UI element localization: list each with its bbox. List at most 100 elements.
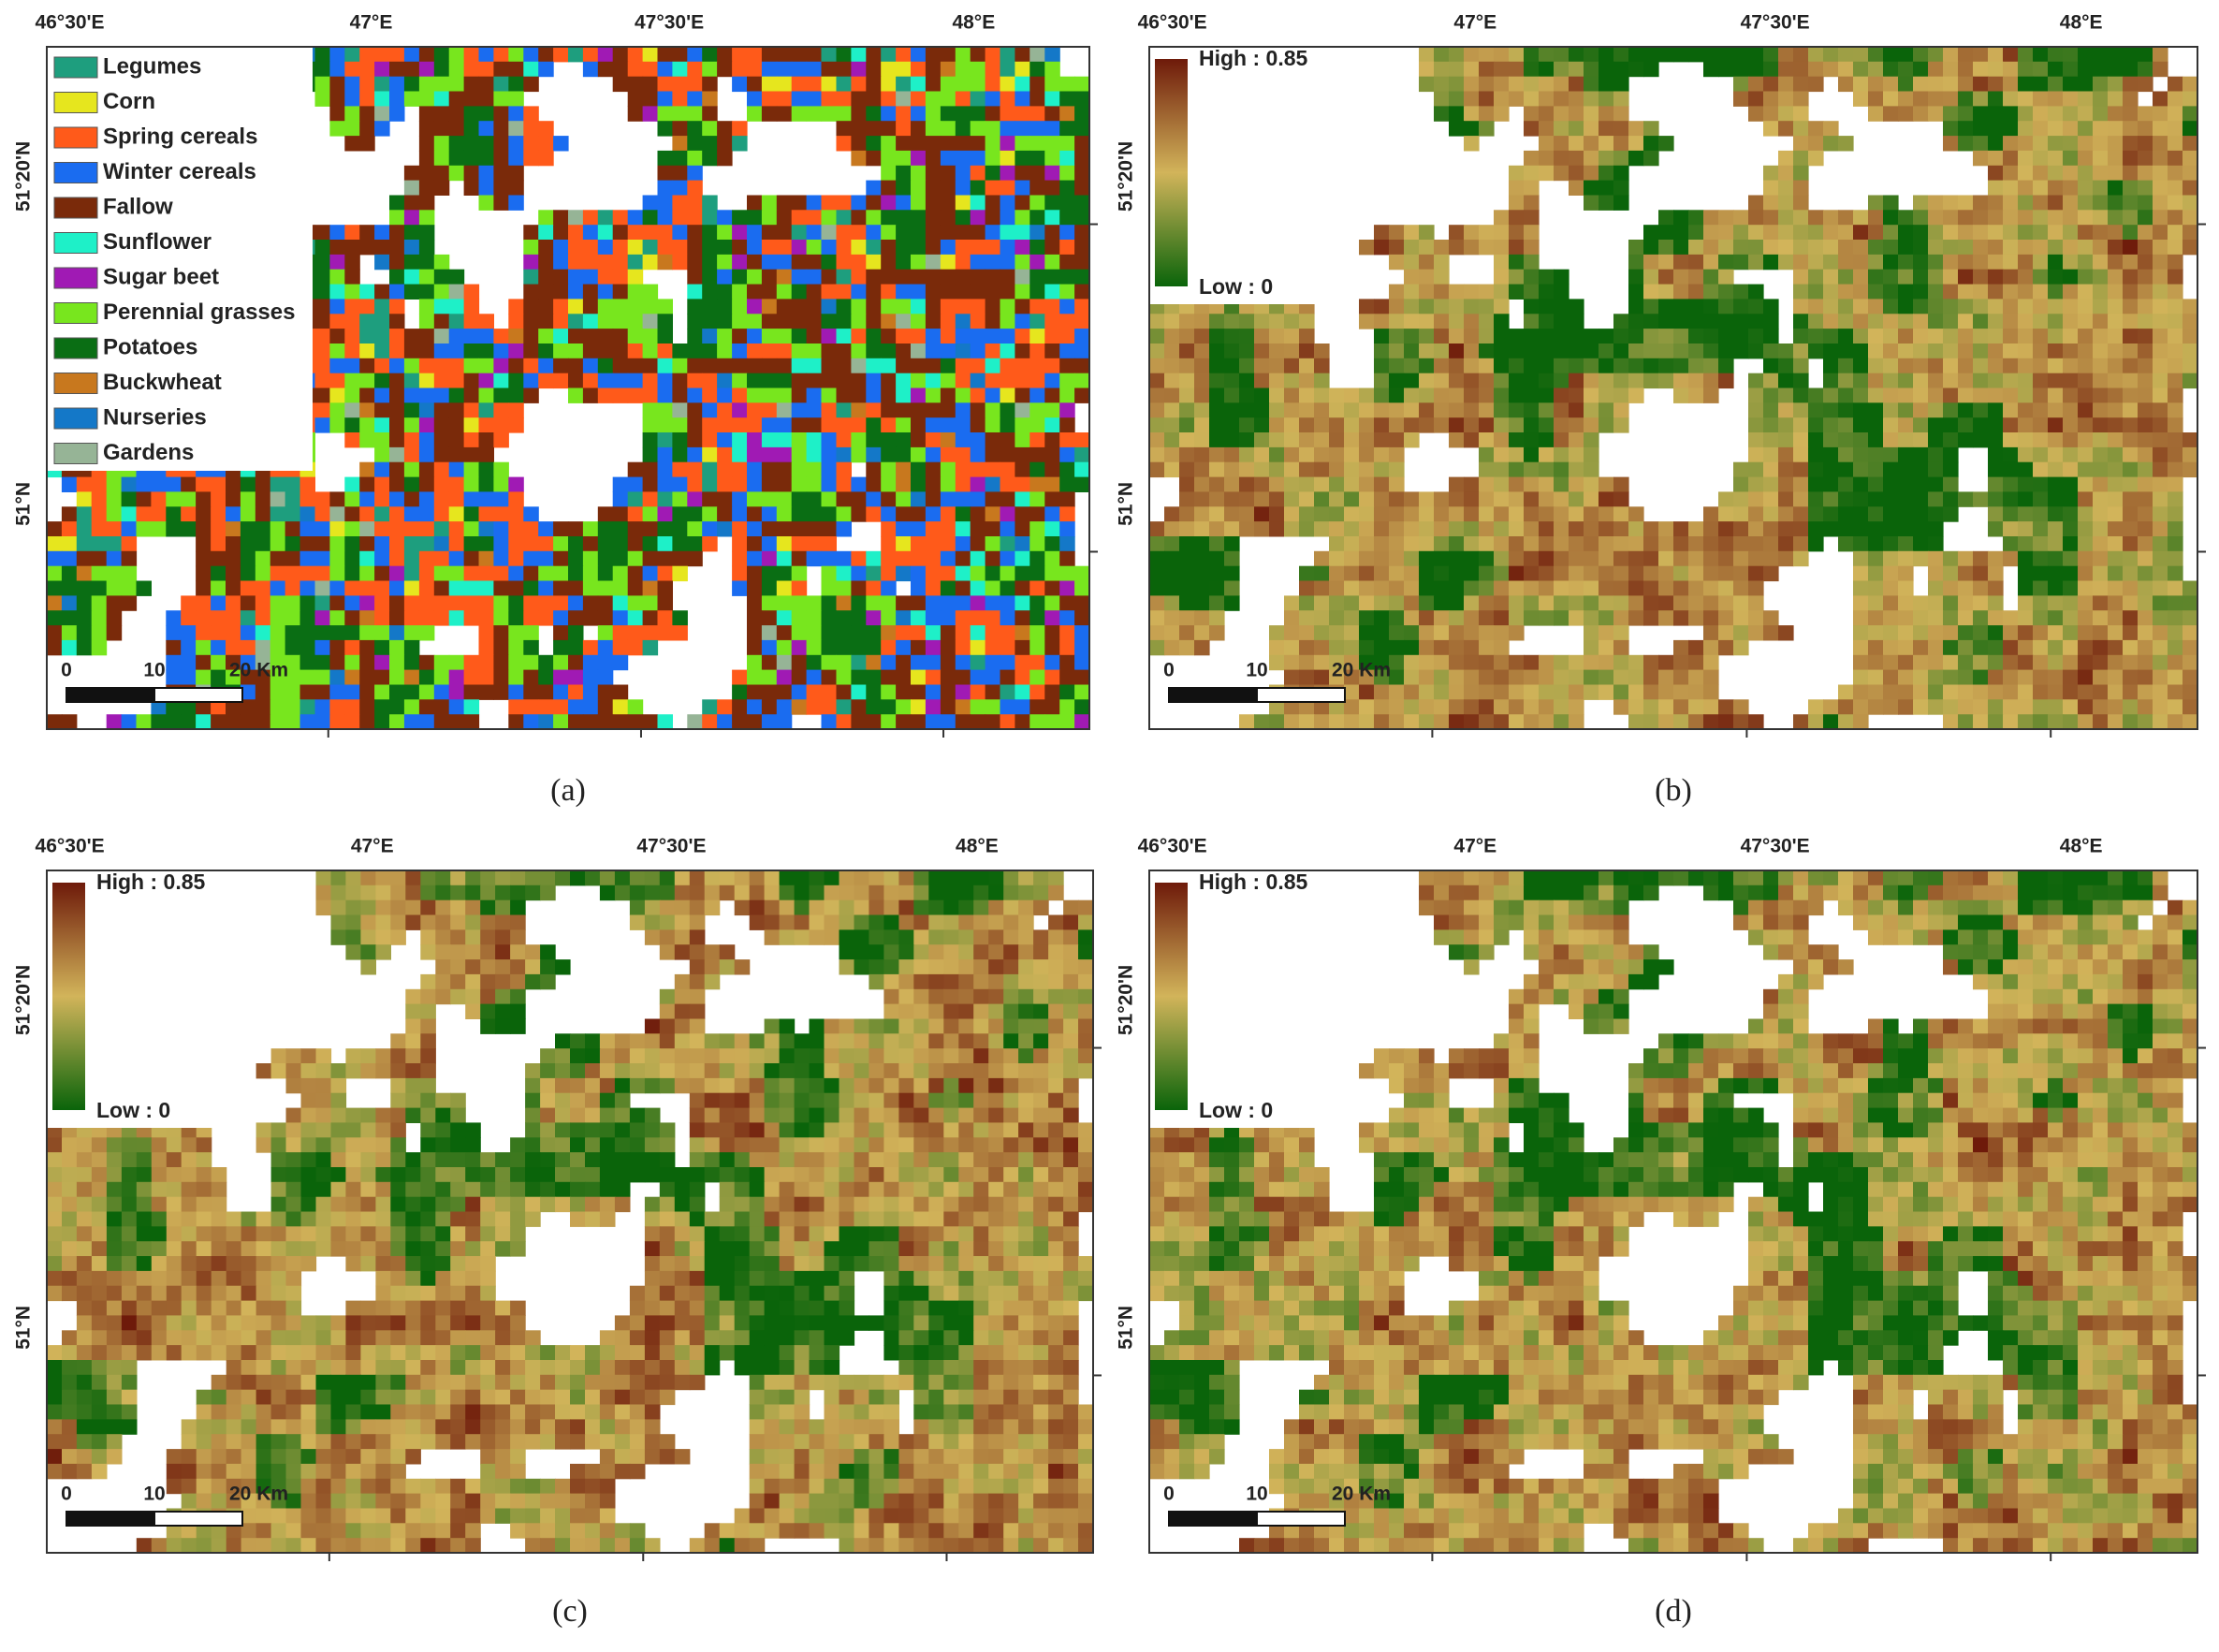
map-cell [1284,670,1300,685]
map-cell [881,521,897,536]
map-cell [1703,655,1719,670]
map-cell [389,670,405,685]
map-cell [1509,47,1525,62]
map-cell [181,625,197,640]
map-cell [493,329,509,344]
map-cell [672,566,688,581]
map-cell [2048,506,2064,521]
map-cell [1569,344,1584,358]
map-cell [1464,314,1480,329]
map-cell [1000,432,1016,447]
map-cell [2108,225,2124,240]
map-cell [881,670,897,685]
map-cell [717,699,733,714]
map-cell [553,521,569,536]
map-cell [792,417,808,432]
map-cell [2063,181,2079,196]
map-cell [1763,462,1779,477]
map-cell [866,670,882,685]
map-cell [1718,47,1734,62]
map-cell [1958,106,1974,121]
map-cell [1599,92,1614,107]
map-cell [1299,462,1315,477]
map-cell [464,566,479,581]
map-cell [1015,358,1030,373]
map-cell [1419,358,1435,373]
map-cell [732,373,748,388]
map-cell [1584,655,1599,670]
map-cell [553,595,569,610]
map-cell [1853,491,1869,506]
map-cell [1868,640,1884,655]
map-cell [1329,447,1345,462]
map-cell [777,373,793,388]
map-cell [137,521,153,536]
map-cell [1479,625,1495,640]
map-cell [1988,640,2004,655]
map-cell [1898,344,1914,358]
map-cell [956,402,971,417]
map-cell [822,77,838,92]
map-cell [404,402,420,417]
map-cell [1464,625,1480,640]
map-cell [2153,402,2168,417]
map-cell [479,181,495,196]
map-cell [1314,506,1330,521]
map-cell [896,432,912,447]
map-cell [583,47,599,62]
map-cell [1449,506,1465,521]
map-cell [1149,521,1165,536]
map-cell [1044,640,1060,655]
map-cell [2063,610,2079,625]
map-cell [792,551,808,566]
map-cell [2048,314,2064,329]
map-cell [419,210,435,225]
map-cell [166,491,182,506]
map-cell [479,329,495,344]
map-cell [762,521,778,536]
map-cell [1733,491,1749,506]
map-cell [837,196,853,211]
map-cell [404,92,420,107]
map-cell [1673,240,1689,255]
map-cell [1404,388,1420,403]
map-cell [1763,506,1779,521]
map-cell [1044,121,1060,136]
map-cell [1823,344,1839,358]
map-cell [851,447,867,462]
map-cell [1314,551,1330,566]
map-cell [300,551,316,566]
map-cell [1853,285,1869,300]
map-cell [2123,270,2139,285]
map-cell [1029,151,1045,166]
map-cell [1524,196,1540,211]
map-cell [449,432,465,447]
map-cell [1479,77,1495,92]
map-cell [1044,402,1060,417]
map-cell [2183,329,2198,344]
map-cell [1314,566,1330,581]
map-cell [1958,329,1974,344]
map-cell [1898,62,1914,77]
map-cell [985,432,1001,447]
map-cell [1044,462,1060,477]
map-cell [837,255,853,270]
map-cell [2123,373,2139,388]
map-cell [1434,285,1450,300]
map-cell [1374,388,1390,403]
map-cell [1509,447,1525,462]
map-cell [2033,551,2049,566]
map-cell [2123,344,2139,358]
map-cell [687,196,703,211]
map-cell [1419,329,1435,344]
map-cell [1628,255,1644,270]
map-cell [896,121,912,136]
map-cell [1973,314,1989,329]
map-cell [419,136,435,151]
map-cell [732,462,748,477]
map-cell [1718,329,1734,344]
map-cell [449,581,465,596]
map-cell [508,329,524,344]
map-cell [2093,417,2109,432]
legend-swatch [54,408,97,429]
